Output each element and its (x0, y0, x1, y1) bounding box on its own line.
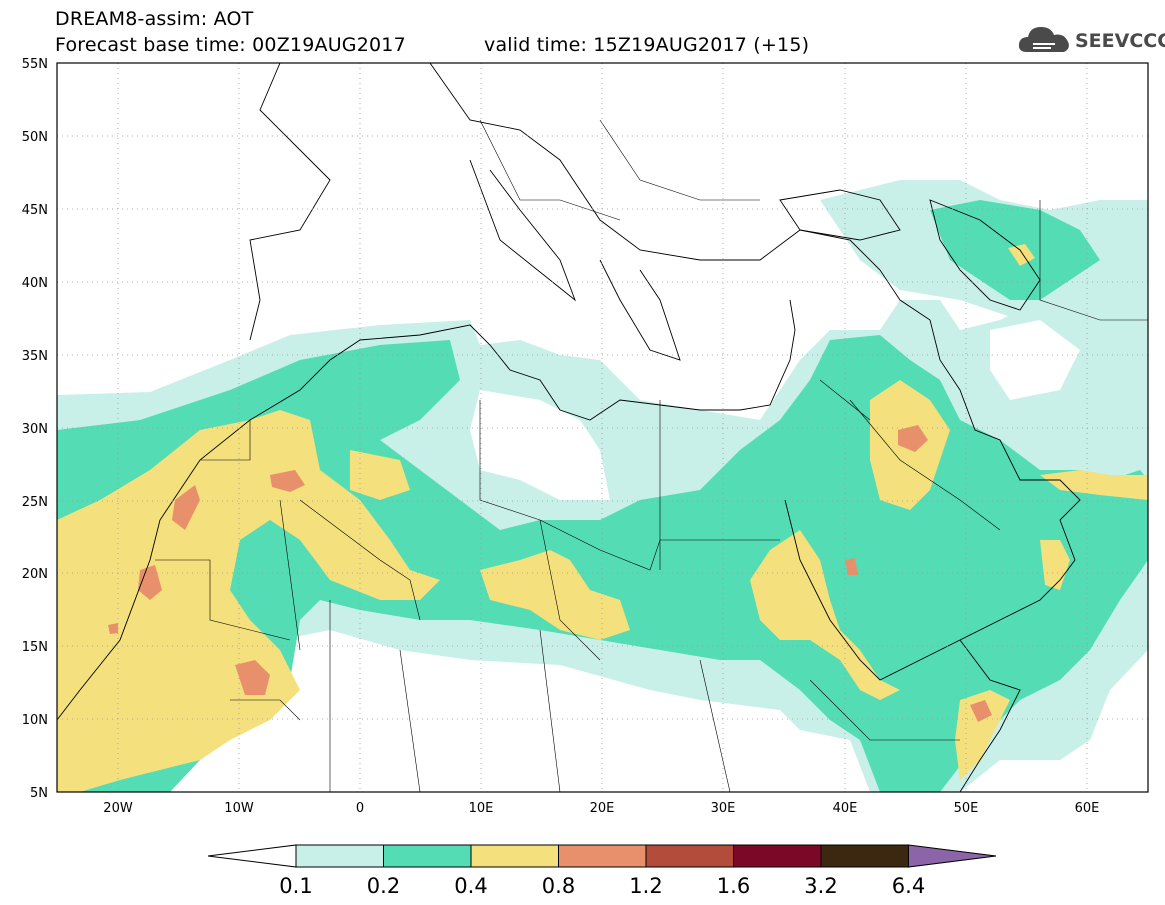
forecast-base-time: Forecast base time: 00Z19AUG2017 (55, 34, 406, 56)
colorbar (207, 844, 997, 868)
aot-band-veryhigh-3 (235, 660, 270, 695)
longitude-labels: 20W 10W 0 10E 20E 30E 40E 50E 60E (103, 801, 1099, 816)
aot-band-veryhigh-5 (898, 425, 928, 452)
lat-label: 35N (22, 349, 48, 364)
colorbar-cell (820, 844, 909, 868)
map-title: DREAM8-assim: AOT (55, 8, 254, 30)
aot-band-high-westafrica (57, 410, 440, 792)
colorbar-cell (470, 844, 559, 868)
aot-band-high-sahara (350, 450, 410, 500)
lat-label: 10N (22, 713, 48, 728)
lat-label: 5N (30, 786, 48, 801)
cloud-icon (1018, 27, 1069, 52)
colorbar-cell (383, 844, 472, 868)
lon-label: 20W (103, 801, 133, 816)
colorbar-label: 0.4 (454, 874, 487, 898)
grid-lines (57, 63, 1148, 792)
valid-time: valid time: 15Z19AUG2017 (+15) (484, 34, 810, 56)
colorbar-cell (295, 844, 384, 868)
aot-band-veryhigh-2 (138, 565, 162, 600)
lon-label: 50E (954, 801, 979, 816)
clear-area-iran (990, 320, 1080, 400)
colorbar-cell (908, 844, 997, 868)
aot-band-high-caspian (1008, 244, 1035, 266)
colorbar-label: 3.2 (804, 874, 837, 898)
lon-label: 10E (469, 801, 494, 816)
lon-label: 30E (711, 801, 736, 816)
colorbar-label: 0.8 (542, 874, 575, 898)
colorbar-label: 1.2 (629, 874, 662, 898)
aot-band-veryhigh-6 (970, 700, 992, 722)
aot-band-veryhigh-8 (845, 558, 858, 575)
lat-label: 15N (22, 640, 48, 655)
lat-label: 45N (22, 203, 48, 218)
colorbar-labels: 0.1 0.2 0.4 0.8 1.2 1.6 3.2 6.4 (279, 874, 925, 898)
aot-field (57, 180, 1148, 792)
colorbar-label: 1.6 (717, 874, 750, 898)
lon-label: 60E (1075, 801, 1100, 816)
country-borders (155, 119, 1148, 792)
lat-label: 25N (22, 495, 48, 510)
clear-area-libya (470, 390, 610, 500)
aot-band-high-gulf (1040, 470, 1148, 500)
lat-label: 40N (22, 276, 48, 291)
lat-label: 30N (22, 422, 48, 437)
lon-label: 10W (224, 801, 254, 816)
lat-label: 55N (22, 57, 48, 72)
colorbar-cell (558, 844, 647, 868)
coastlines (57, 63, 1081, 792)
colorbar-label: 6.4 (892, 874, 925, 898)
logo-text: SEEVCCC (1075, 30, 1165, 52)
aot-band-high-oman (1040, 540, 1070, 590)
map-frame (56, 62, 1149, 793)
lat-label: 20N (22, 567, 48, 582)
latitude-labels: 55N 50N 45N 40N 35N 30N 25N 20N 15N 10N … (22, 57, 48, 801)
aot-band-veryhigh-1 (172, 485, 200, 530)
aot-band-high-sudan (750, 530, 900, 700)
colorbar-cell (207, 844, 297, 868)
aot-band-high-somalia (955, 690, 1010, 780)
colorbar-cell (733, 844, 822, 868)
colorbar-cell (645, 844, 734, 868)
aot-band-veryhigh-4 (270, 470, 305, 492)
aot-band-veryhigh-7 (108, 623, 118, 634)
seevccc-logo: SEEVCCC (1017, 22, 1165, 58)
clear-area-central-africa (540, 690, 760, 792)
lon-label: 0 (356, 801, 364, 816)
colorbar-label: 0.2 (367, 874, 400, 898)
lon-label: 20E (590, 801, 615, 816)
colorbar-label: 0.1 (279, 874, 312, 898)
lon-label: 40E (833, 801, 858, 816)
lat-label: 50N (22, 130, 48, 145)
